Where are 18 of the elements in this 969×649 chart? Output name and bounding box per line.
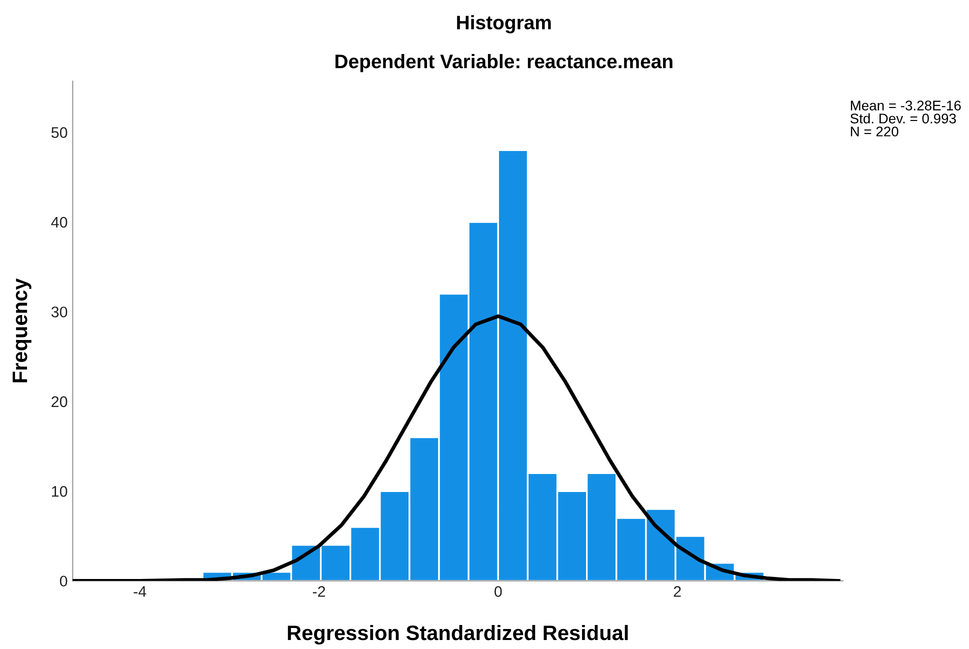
text: Std. Dev. = 0.993 [850, 113, 956, 124]
y-tick-label: 0 [60, 576, 68, 587]
text: Mean = -3.28E-16 [850, 100, 961, 110]
y-tick-label: 50 [51, 127, 68, 138]
text: N = 220 [850, 126, 898, 136]
chart-title: Histogram [457, 15, 551, 34]
x-axis-title: Regression Standardized Residual [288, 624, 628, 644]
line-series [72, 314, 840, 581]
chart-subtitle: Dependent Variable: reactance.mean [336, 54, 672, 72]
x-tick-label: 0 [494, 586, 502, 597]
x-tick-label: 2 [674, 586, 681, 597]
x-tick-label: -2 [312, 586, 326, 597]
y-tick-label: 40 [51, 216, 68, 228]
x-tick-label: -4 [134, 586, 146, 597]
y-tick-label: 30 [51, 306, 68, 318]
y-tick-label: 10 [52, 486, 68, 497]
y-axis-title: Frequency [12, 278, 32, 382]
y-tick-label: 20 [52, 396, 68, 408]
